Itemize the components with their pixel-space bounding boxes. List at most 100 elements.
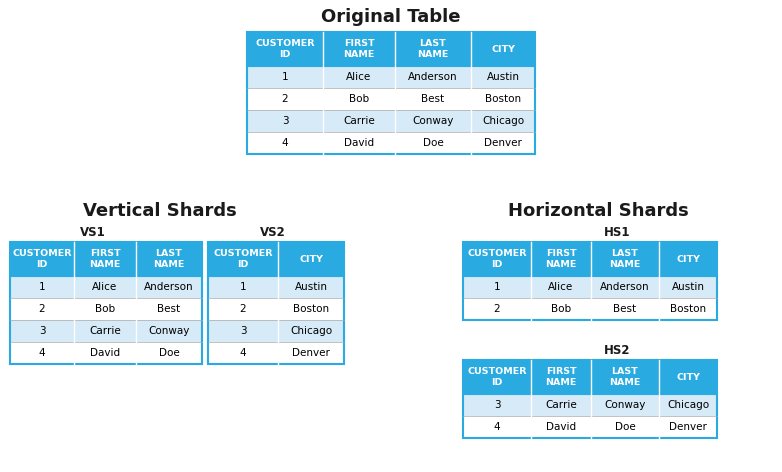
Text: 2: 2 — [493, 304, 500, 314]
Bar — [208, 320, 278, 342]
Bar — [531, 416, 591, 438]
Text: Horizontal Shards: Horizontal Shards — [508, 202, 688, 220]
Text: Bob: Bob — [349, 94, 369, 104]
Text: 2: 2 — [38, 304, 45, 314]
Text: CITY: CITY — [676, 372, 700, 381]
Text: Original Table: Original Table — [321, 8, 461, 26]
Bar — [323, 132, 395, 154]
Bar — [531, 360, 591, 394]
Bar — [395, 110, 471, 132]
Text: Best: Best — [613, 304, 637, 314]
Text: Denver: Denver — [669, 422, 707, 432]
Text: 4: 4 — [493, 422, 500, 432]
Text: Anderson: Anderson — [408, 72, 457, 82]
Bar — [463, 360, 717, 438]
Bar — [659, 416, 717, 438]
Text: Austin: Austin — [295, 282, 328, 292]
Text: Carrie: Carrie — [545, 400, 577, 410]
Text: Conway: Conway — [149, 326, 190, 336]
Bar — [74, 320, 136, 342]
Text: HS2: HS2 — [604, 344, 630, 357]
Bar — [591, 394, 659, 416]
Bar — [463, 242, 717, 320]
Bar — [208, 342, 278, 364]
Text: VS1: VS1 — [80, 226, 106, 239]
Bar — [463, 360, 531, 394]
Bar — [471, 66, 535, 88]
Text: Chicago: Chicago — [290, 326, 332, 336]
Text: Bob: Bob — [95, 304, 115, 314]
Text: LAST
NAME: LAST NAME — [609, 249, 640, 269]
Bar — [323, 110, 395, 132]
Bar — [531, 276, 591, 298]
Text: LAST
NAME: LAST NAME — [418, 39, 449, 59]
Text: Alice: Alice — [548, 282, 574, 292]
Bar — [247, 32, 323, 66]
Bar — [10, 342, 74, 364]
Bar — [591, 276, 659, 298]
Bar — [74, 298, 136, 320]
Text: 1: 1 — [38, 282, 45, 292]
Bar — [208, 298, 278, 320]
Bar — [531, 394, 591, 416]
Bar — [323, 66, 395, 88]
Text: CUSTOMER
ID: CUSTOMER ID — [468, 367, 527, 387]
Bar — [463, 394, 531, 416]
Bar — [136, 242, 202, 276]
Bar — [10, 276, 74, 298]
Text: 3: 3 — [240, 326, 246, 336]
Bar — [659, 242, 717, 276]
Text: Conway: Conway — [604, 400, 646, 410]
Text: Conway: Conway — [412, 116, 454, 126]
Text: 1: 1 — [240, 282, 246, 292]
Bar — [278, 342, 344, 364]
Bar — [659, 298, 717, 320]
Text: 4: 4 — [282, 138, 289, 148]
Text: Denver: Denver — [292, 348, 330, 358]
Bar — [10, 320, 74, 342]
Text: 1: 1 — [493, 282, 500, 292]
Text: Denver: Denver — [484, 138, 522, 148]
Bar — [471, 32, 535, 66]
Bar — [208, 242, 278, 276]
Text: 3: 3 — [282, 116, 289, 126]
Bar — [591, 298, 659, 320]
Text: CUSTOMER
ID: CUSTOMER ID — [468, 249, 527, 269]
Bar — [278, 242, 344, 276]
Bar — [74, 342, 136, 364]
Text: HS1: HS1 — [604, 226, 630, 239]
Text: CITY: CITY — [491, 44, 515, 53]
Text: CUSTOMER
ID: CUSTOMER ID — [255, 39, 314, 59]
Bar — [591, 360, 659, 394]
Text: CUSTOMER
ID: CUSTOMER ID — [13, 249, 72, 269]
Text: 1: 1 — [282, 72, 289, 82]
Bar — [74, 242, 136, 276]
Text: FIRST
NAME: FIRST NAME — [545, 249, 576, 269]
Bar — [208, 276, 278, 298]
Text: LAST
NAME: LAST NAME — [609, 367, 640, 387]
Bar — [278, 276, 344, 298]
Text: Chicago: Chicago — [482, 116, 524, 126]
Text: Anderson: Anderson — [144, 282, 194, 292]
Text: 2: 2 — [282, 94, 289, 104]
Bar — [136, 276, 202, 298]
Text: David: David — [344, 138, 374, 148]
Text: Best: Best — [157, 304, 181, 314]
Text: CITY: CITY — [299, 254, 323, 263]
Bar — [278, 298, 344, 320]
Bar — [247, 32, 535, 154]
Text: David: David — [90, 348, 120, 358]
Bar — [10, 242, 74, 276]
Text: Austin: Austin — [486, 72, 519, 82]
Bar — [395, 32, 471, 66]
Text: Alice: Alice — [346, 72, 371, 82]
Bar — [591, 416, 659, 438]
Text: 4: 4 — [240, 348, 246, 358]
Text: Bob: Bob — [551, 304, 571, 314]
Text: Alice: Alice — [92, 282, 117, 292]
Text: David: David — [546, 422, 576, 432]
Bar — [74, 276, 136, 298]
Bar — [136, 320, 202, 342]
Bar — [136, 342, 202, 364]
Bar — [136, 298, 202, 320]
